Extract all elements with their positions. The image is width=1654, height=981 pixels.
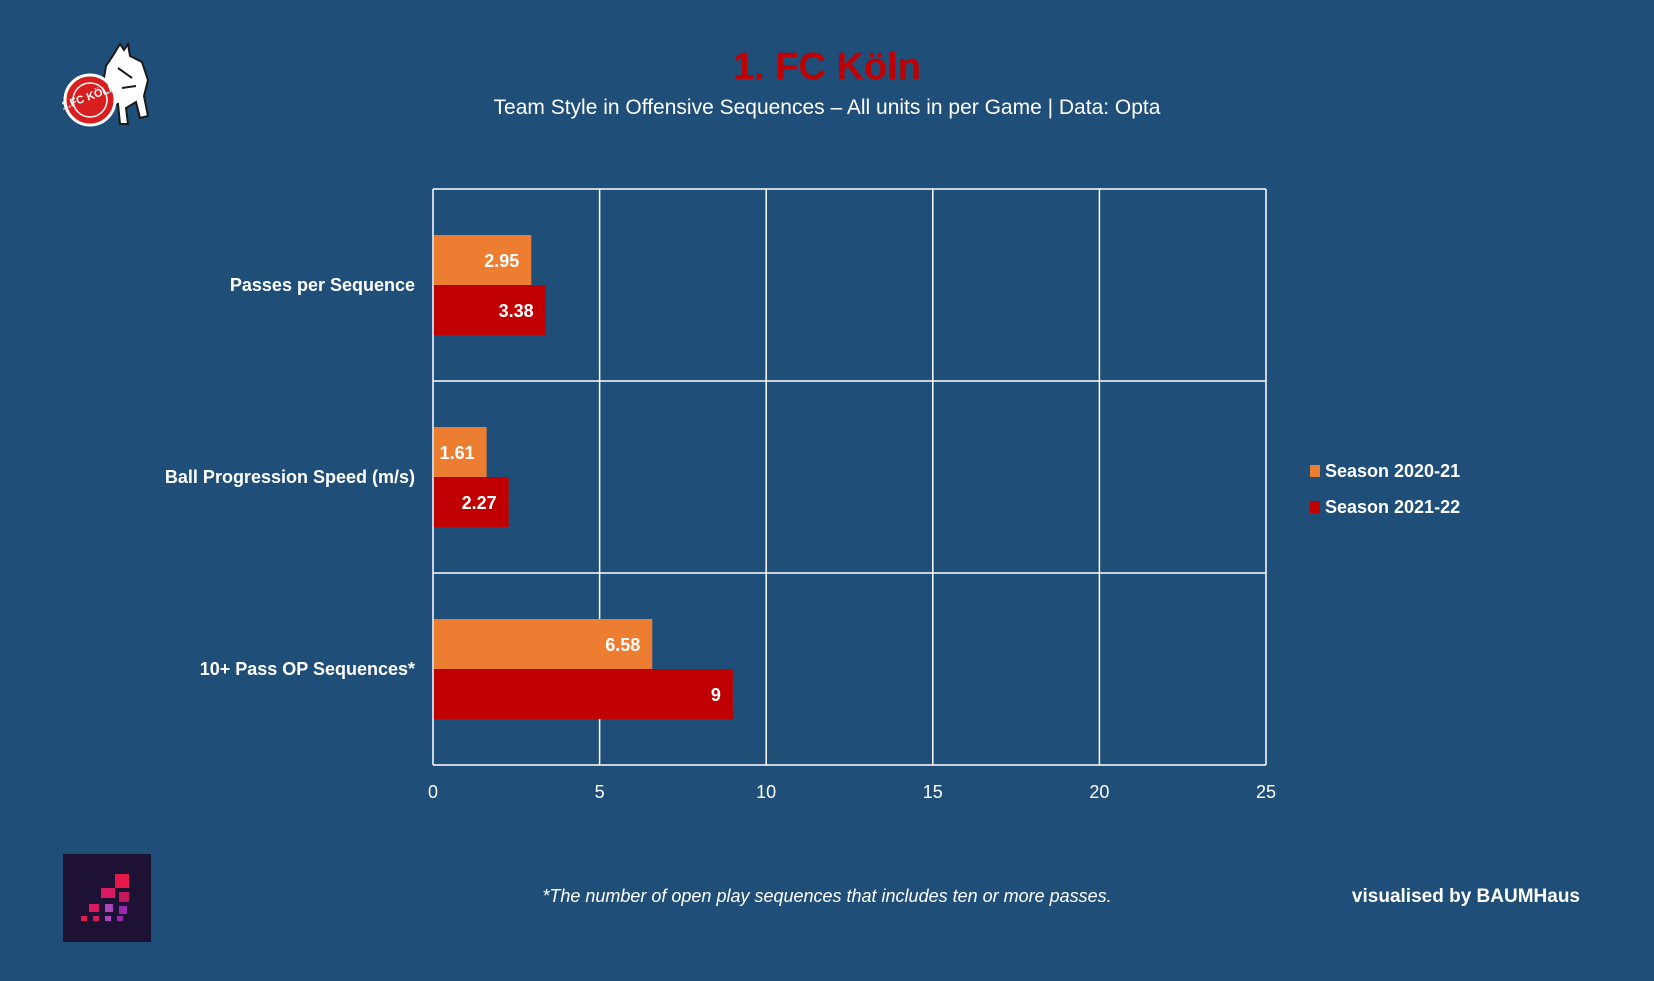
data-label: 9 [711,685,721,705]
chart-title: 1. FC Köln [733,46,921,88]
category-label: 10+ Pass OP Sequences* [200,659,415,679]
x-tick-label: 15 [923,782,943,802]
legend-swatch [1310,465,1320,477]
x-tick-label: 5 [595,782,605,802]
baumhaus-logo-icon [63,854,151,942]
footnote: *The number of open play sequences that … [542,886,1112,906]
data-label: 2.27 [462,493,497,513]
x-tick-label: 0 [428,782,438,802]
legend-label: Season 2021-22 [1325,497,1460,517]
data-label: 6.58 [605,635,640,655]
bar [434,427,487,477]
data-label: 3.38 [499,301,534,321]
bar [434,285,546,335]
credit-text: visualised by BAUMHaus [1351,886,1580,907]
x-tick-label: 20 [1089,782,1109,802]
category-label: Ball Progression Speed (m/s) [165,467,415,487]
bar [434,235,532,285]
bar [434,619,653,669]
bar [434,669,733,719]
bar [434,477,509,527]
data-label: 2.95 [484,251,519,271]
x-tick-label: 10 [756,782,776,802]
x-tick-label: 25 [1256,782,1276,802]
legend-label: Season 2020-21 [1325,461,1460,481]
legend-swatch [1310,501,1320,513]
chart-subtitle: Team Style in Offensive Sequences – All … [493,96,1161,119]
fc-koeln-crest-icon: 1.FC KÖLN [62,41,150,127]
data-label: 1.61 [440,443,475,463]
category-label: Passes per Sequence [230,275,415,295]
